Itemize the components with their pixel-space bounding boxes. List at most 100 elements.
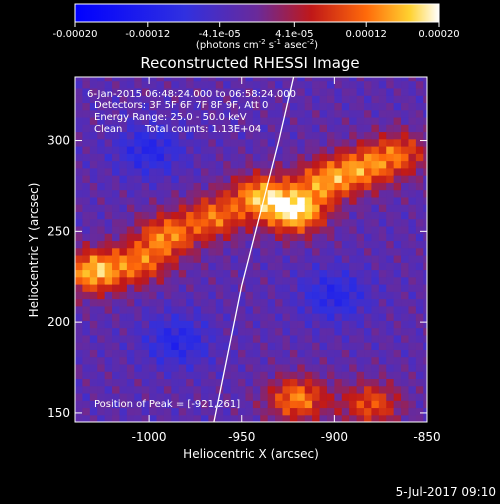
- heatmap-cell: [341, 349, 350, 358]
- heatmap-cell: [408, 262, 417, 271]
- heatmap-cell: [134, 77, 143, 82]
- heatmap-cell: [378, 80, 387, 89]
- heatmap-cell: [275, 240, 284, 249]
- heatmap-cell: [200, 414, 209, 422]
- heatmap-cell: [282, 116, 291, 125]
- heatmap-cell: [275, 349, 284, 358]
- heatmap-cell: [401, 356, 410, 365]
- heatmap-cell: [134, 392, 143, 401]
- heatmap-cell: [119, 131, 128, 140]
- heatmap-cell: [112, 77, 121, 82]
- heatmap-cell: [97, 87, 106, 96]
- heatmap-cell: [126, 211, 135, 220]
- heatmap-cell: [141, 254, 150, 263]
- heatmap-cell: [156, 320, 165, 329]
- heatmap-cell: [126, 240, 135, 249]
- heatmap-cell: [378, 313, 387, 321]
- heatmap-cell: [119, 87, 128, 96]
- heatmap-cell: [245, 87, 254, 96]
- heatmap-cell: [349, 124, 358, 133]
- heatmap-cell: [334, 196, 343, 205]
- heatmap-cell: [119, 305, 128, 314]
- heatmap-cell: [156, 240, 165, 249]
- heatmap-cell: [326, 182, 335, 191]
- heatmap-cell: [215, 131, 224, 140]
- heatmap-cell: [364, 298, 373, 307]
- heatmap-cell: [297, 218, 306, 227]
- heatmap-cell: [349, 284, 358, 292]
- heatmap-cell: [356, 211, 365, 220]
- heatmap-cell: [423, 262, 427, 271]
- heatmap-cell: [260, 320, 269, 329]
- heatmap-cell: [193, 407, 202, 416]
- heatmap-cell: [82, 138, 91, 147]
- heatmap-cell: [312, 414, 321, 422]
- heatmap-cell: [200, 80, 209, 89]
- heatmap-cell: [149, 298, 158, 307]
- heatmap-cell: [415, 196, 424, 205]
- heatmap-cell: [341, 392, 350, 401]
- heatmap-cell: [104, 95, 113, 104]
- heatmap-cell: [215, 109, 224, 118]
- heatmap-cell: [282, 211, 291, 220]
- heatmap-cell: [134, 167, 143, 176]
- heatmap-cell: [215, 77, 224, 82]
- heatmap-cell: [104, 371, 113, 380]
- heatmap-cell: [134, 254, 143, 263]
- heatmap-cell: [364, 77, 373, 82]
- heatmap-cell: [89, 189, 98, 198]
- heatmap-cell: [156, 298, 165, 307]
- heatmap-cell: [289, 109, 298, 118]
- heatmap-cell: [334, 153, 343, 162]
- heatmap-cell: [89, 80, 98, 89]
- heatmap-cell: [326, 95, 335, 104]
- heatmap-cell: [193, 269, 202, 278]
- heatmap-cell: [289, 269, 298, 278]
- heatmap-cell: [230, 276, 239, 285]
- heatmap-cell: [200, 298, 209, 307]
- heatmap-cell: [238, 167, 247, 176]
- heatmap-cell: [304, 189, 313, 198]
- heatmap-cell: [341, 95, 350, 104]
- heatmap-cell: [415, 131, 424, 140]
- heatmap-cell: [252, 109, 261, 118]
- heatmap-cell: [415, 102, 424, 111]
- heatmap-cell: [393, 138, 402, 147]
- heatmap-cell: [341, 124, 350, 133]
- heatmap-cell: [75, 80, 84, 89]
- heatmap-cell: [260, 204, 269, 212]
- heatmap-cell: [267, 77, 276, 82]
- heatmap-cell: [104, 87, 113, 96]
- heatmap-cell: [423, 371, 427, 380]
- heatmap-cell: [267, 116, 276, 125]
- heatmap-cell: [178, 124, 187, 133]
- heatmap-cell: [319, 262, 328, 271]
- heatmap-cell: [401, 196, 410, 205]
- heatmap-cell: [119, 233, 128, 242]
- heatmap-cell: [401, 334, 410, 343]
- heatmap-cell: [371, 313, 380, 321]
- heatmap-cell: [289, 349, 298, 358]
- heatmap-cell: [408, 392, 417, 401]
- heatmap-cell: [149, 211, 158, 220]
- heatmap-cell: [149, 414, 158, 422]
- heatmap-cell: [208, 124, 217, 133]
- heatmap-cell: [393, 182, 402, 191]
- heatmap-cell: [423, 291, 427, 300]
- heatmap-cell: [186, 87, 195, 96]
- heatmap-cell: [126, 167, 135, 176]
- heatmap-cell: [401, 167, 410, 176]
- heatmap-cell: [149, 262, 158, 271]
- heatmap-cell: [282, 407, 291, 416]
- heatmap-cell: [378, 131, 387, 140]
- heatmap-cell: [89, 233, 98, 242]
- heatmap-cell: [163, 109, 172, 118]
- heatmap-cell: [75, 276, 84, 285]
- heatmap-cell: [82, 349, 91, 358]
- heatmap-cell: [112, 153, 121, 162]
- heatmap-cell: [215, 371, 224, 380]
- heatmap-cell: [97, 385, 106, 394]
- heatmap-cell: [230, 80, 239, 89]
- heatmap-cell: [82, 131, 91, 140]
- heatmap-cell: [386, 305, 395, 314]
